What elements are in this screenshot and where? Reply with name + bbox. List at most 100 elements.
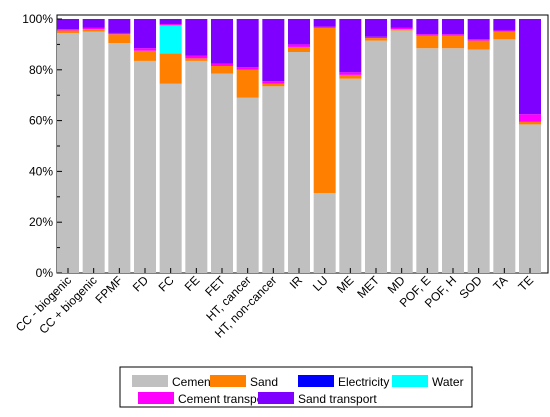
bar-pof-h-sand-transport: [442, 19, 464, 35]
bar-sod-cement-transport: [467, 39, 490, 41]
bar-ht-non-cancer-cement-transport: [262, 81, 285, 84]
bar-ht-cancer-cement-transport: [236, 67, 259, 70]
bar-ir-cement-transport: [288, 44, 310, 47]
legend-swatch-sand: [210, 375, 246, 387]
bar-te-cement: [519, 124, 541, 273]
bar-fd-sand: [134, 50, 156, 61]
bar-fd-cement: [134, 60, 156, 273]
y-tick-label: 20%: [29, 215, 53, 229]
bar-md-sand: [390, 29, 413, 31]
x-tick-label: FE: [182, 273, 203, 294]
bar-ht-non-cancer-sand: [262, 83, 285, 87]
bar-fpmf-sand-transport: [108, 19, 131, 33]
bar-met-cement-transport: [365, 36, 387, 39]
bar-cc-biogenic-cement-transport: [57, 29, 79, 31]
bar-met-cement: [365, 40, 387, 274]
bar-fe-cement-transport: [185, 55, 208, 59]
bar-ht-cancer-sand: [236, 69, 259, 98]
bar-ir-sand-transport: [288, 19, 310, 45]
bar-fc-sand-transport: [159, 19, 182, 25]
bar-ht-cancer-sand-transport: [236, 19, 259, 68]
bar-lu-cement: [313, 192, 336, 273]
x-tick-label: FD: [130, 273, 151, 294]
y-tick-label: 100%: [22, 12, 53, 26]
bar-pof-e-cement-transport: [416, 34, 439, 36]
legend-swatch-cement: [132, 375, 168, 387]
bar-te-sand-transport: [519, 19, 541, 115]
bar-lu-sand-transport: [313, 19, 336, 27]
bar-fpmf-cement-transport: [108, 32, 131, 35]
bar-pof-h-sand: [442, 35, 464, 49]
x-tick-label: FPMF: [92, 273, 125, 306]
bar-fe-sand-transport: [185, 19, 208, 56]
y-tick-label: 0%: [36, 266, 54, 280]
bar-md-sand-transport: [390, 19, 413, 28]
bar-ta-cement-transport: [493, 30, 516, 32]
legend-label-sand: Sand: [250, 375, 278, 389]
legend-label-water: Water: [432, 375, 464, 389]
bar-me-sand-transport: [339, 19, 362, 73]
legend: Cement Sand Electricity Water Cement transpo…: [119, 366, 473, 408]
bar-sod-sand: [467, 40, 490, 50]
bar-fet-sand: [211, 65, 233, 74]
bar-ht-non-cancer-cement: [262, 86, 285, 273]
bar-ir-cement: [288, 52, 310, 273]
y-tick-label: 80%: [29, 63, 53, 77]
legend-label-electricity: Electricity: [338, 375, 389, 389]
bar-cc-biogenic-sand-transport: [57, 19, 79, 30]
x-tick-label: IR: [287, 273, 306, 292]
bar-md-cement: [390, 30, 413, 274]
bar-te-cement-transport: [519, 114, 541, 122]
bar-pof-e-sand-transport: [416, 19, 439, 35]
bar-fet-cement-transport: [211, 63, 233, 66]
bar-cc-biogenic-sand: [82, 29, 105, 32]
bar-fe-cement: [185, 60, 208, 273]
legend-label-cement: Cement: [172, 375, 215, 389]
bar-me-sand: [339, 74, 362, 79]
x-tick-label: LU: [310, 273, 331, 294]
bar-cc-biogenic-sand-transport: [82, 19, 105, 28]
x-tick-label: TE: [515, 273, 536, 294]
y-tick-label: 60%: [29, 114, 53, 128]
bar-lu-cement-transport: [313, 26, 336, 28]
x-tick-label: SOD: [456, 273, 485, 302]
bar-ht-cancer-cement: [236, 97, 259, 274]
bar-fc-cement-transport: [159, 24, 182, 26]
bar-pof-e-sand: [416, 35, 439, 49]
x-tick-label: TA: [490, 273, 510, 293]
legend-swatch-electricity: [298, 375, 334, 387]
bar-met-sand: [365, 38, 387, 41]
legend-label-cement-transport: Cement transport: [178, 392, 271, 406]
bar-pof-h-cement: [442, 48, 464, 274]
bar-fc-sand: [159, 53, 182, 84]
bar-cc-biogenic-sand: [57, 30, 79, 33]
legend-swatch-cement-transport: [138, 392, 174, 404]
bar-fc-cement: [159, 83, 182, 274]
bar-fd-cement-transport: [134, 48, 156, 51]
y-tick-label: 40%: [29, 164, 53, 178]
bar-fc-water: [159, 25, 182, 54]
y-axis: 0% 20% 40% 60% 80% 100%: [22, 12, 62, 280]
bar-cc-biogenic-cement-transport: [82, 27, 105, 30]
legend-swatch-water: [392, 375, 428, 387]
bar-ta-cement: [493, 39, 516, 273]
bar-sod-sand-transport: [467, 19, 490, 40]
bars-group: [57, 19, 541, 274]
bar-cc-biogenic-cement: [82, 31, 105, 274]
bar-fd-sand-transport: [134, 19, 156, 49]
bar-sod-cement: [467, 49, 490, 274]
bar-pof-e-cement: [416, 48, 439, 274]
bar-fet-sand-transport: [211, 19, 233, 64]
bar-met-sand-transport: [365, 19, 387, 37]
legend-swatch-sand-transport: [258, 392, 294, 404]
bar-ta-sand: [493, 31, 516, 40]
bar-ht-non-cancer-sand-transport: [262, 19, 285, 82]
bar-me-cement: [339, 78, 362, 273]
bar-fet-cement: [211, 73, 233, 273]
x-tick-label: FC: [156, 273, 177, 294]
bar-fpmf-sand: [108, 34, 131, 44]
bar-fpmf-cement: [108, 43, 131, 273]
bar-me-cement-transport: [339, 72, 362, 75]
